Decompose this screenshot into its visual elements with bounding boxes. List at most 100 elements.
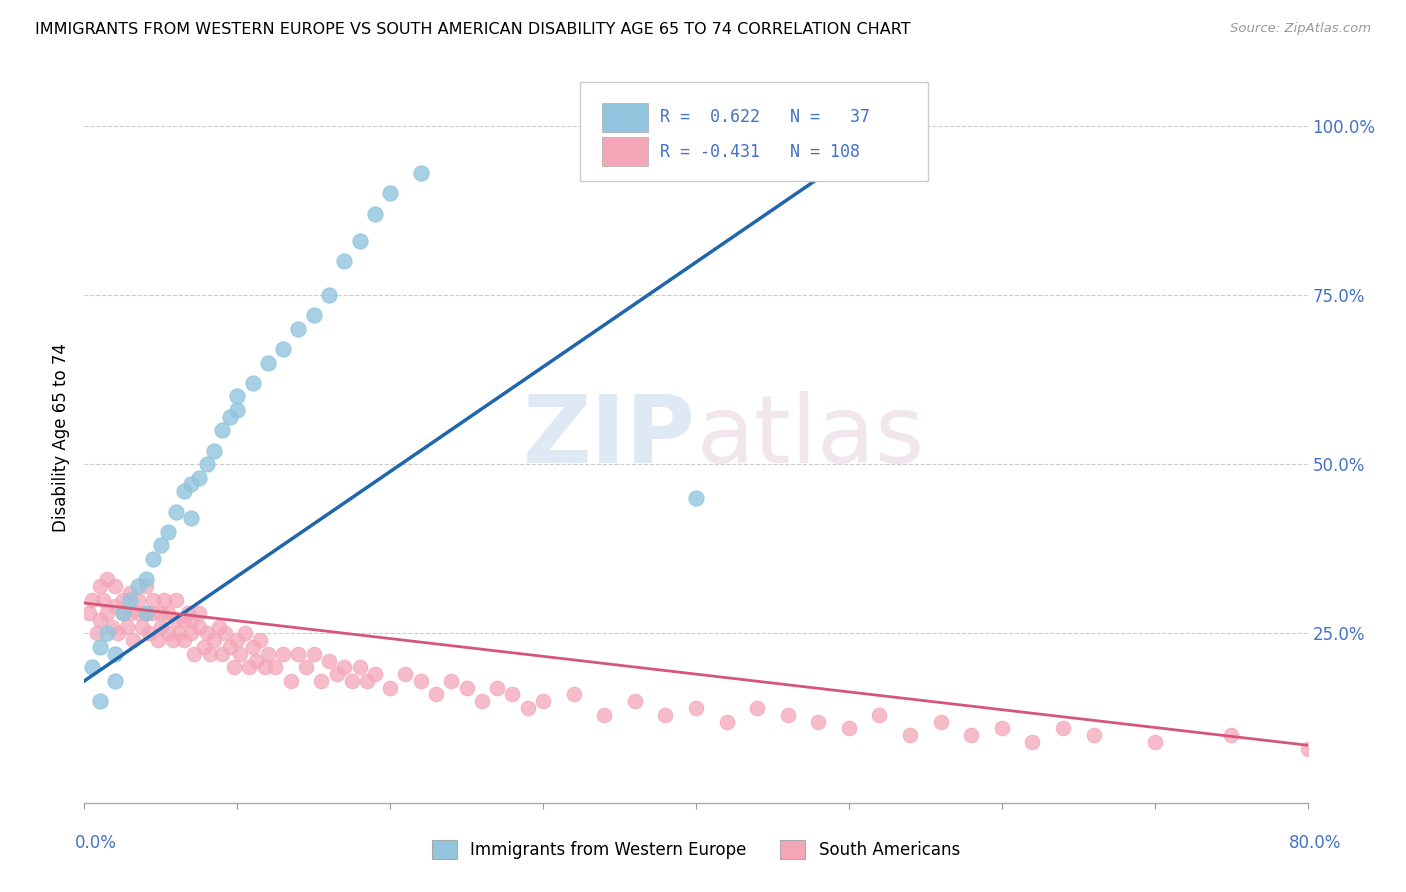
Point: [960, 728, 983, 742]
Point: [991, 721, 1014, 735]
Point: [149, 538, 172, 552]
Point: [1143, 735, 1166, 749]
Point: [89, 640, 111, 654]
FancyBboxPatch shape: [579, 82, 928, 181]
Point: [202, 633, 225, 648]
Text: 0.0%: 0.0%: [75, 834, 117, 852]
Point: [287, 647, 309, 661]
Point: [80, 660, 103, 674]
Point: [120, 592, 142, 607]
Point: [333, 254, 356, 268]
Point: [226, 389, 249, 403]
Point: [89, 579, 111, 593]
Point: [242, 640, 264, 654]
Point: [1021, 735, 1043, 749]
Point: [776, 707, 799, 722]
Point: [280, 673, 302, 688]
Point: [188, 620, 211, 634]
Point: [135, 606, 157, 620]
Point: [115, 620, 138, 634]
Point: [157, 524, 180, 539]
Point: [318, 288, 340, 302]
Point: [135, 579, 157, 593]
Point: [531, 694, 554, 708]
Point: [149, 606, 172, 620]
Point: [271, 647, 294, 661]
Point: [364, 667, 387, 681]
Point: [165, 613, 187, 627]
Point: [180, 511, 202, 525]
Point: [104, 599, 127, 614]
Point: [127, 579, 149, 593]
Point: [325, 667, 347, 681]
Point: [198, 647, 221, 661]
Point: [502, 688, 524, 702]
Point: [111, 606, 134, 620]
Point: [211, 647, 233, 661]
Text: R = -0.431   N = 108: R = -0.431 N = 108: [661, 143, 860, 161]
Point: [264, 660, 287, 674]
Point: [224, 660, 246, 674]
Point: [173, 613, 195, 627]
Point: [869, 707, 891, 722]
Point: [302, 647, 325, 661]
FancyBboxPatch shape: [602, 137, 648, 167]
Point: [149, 620, 172, 634]
Point: [96, 606, 118, 620]
Point: [142, 592, 165, 607]
Point: [245, 654, 267, 668]
Point: [208, 620, 231, 634]
Text: atlas: atlas: [696, 391, 924, 483]
Point: [127, 606, 149, 620]
Point: [104, 579, 127, 593]
Point: [318, 654, 340, 668]
Point: [131, 620, 153, 634]
Point: [253, 660, 276, 674]
Point: [177, 606, 200, 620]
Point: [211, 423, 233, 437]
Point: [685, 491, 707, 505]
Point: [120, 586, 142, 600]
Point: [107, 626, 129, 640]
Point: [165, 592, 187, 607]
Point: [89, 613, 111, 627]
Point: [180, 477, 202, 491]
Point: [229, 647, 252, 661]
Point: [218, 640, 240, 654]
Point: [409, 673, 432, 688]
Point: [122, 633, 145, 648]
Text: R =  0.622   N =   37: R = 0.622 N = 37: [661, 109, 870, 127]
Point: [807, 714, 830, 729]
Point: [146, 633, 169, 648]
Point: [287, 322, 309, 336]
Point: [242, 376, 264, 390]
Point: [226, 633, 249, 648]
Point: [593, 707, 616, 722]
Text: ZIP: ZIP: [523, 391, 696, 483]
Point: [104, 647, 127, 661]
Legend: Immigrants from Western Europe, South Americans: Immigrants from Western Europe, South Am…: [423, 831, 969, 868]
Point: [440, 673, 463, 688]
Point: [516, 701, 538, 715]
Point: [471, 694, 494, 708]
Point: [91, 592, 114, 607]
FancyBboxPatch shape: [602, 103, 648, 132]
Point: [1083, 728, 1105, 742]
Point: [127, 592, 149, 607]
Point: [425, 688, 447, 702]
Text: Source: ZipAtlas.com: Source: ZipAtlas.com: [1230, 22, 1371, 36]
Point: [302, 308, 325, 322]
Point: [183, 647, 205, 661]
Point: [716, 714, 738, 729]
Point: [104, 673, 127, 688]
Point: [898, 728, 921, 742]
Point: [394, 667, 416, 681]
Point: [333, 660, 356, 674]
Point: [135, 606, 157, 620]
Point: [195, 457, 218, 471]
Point: [838, 721, 860, 735]
Point: [77, 606, 100, 620]
Point: [226, 403, 249, 417]
Point: [624, 694, 647, 708]
Point: [111, 606, 134, 620]
